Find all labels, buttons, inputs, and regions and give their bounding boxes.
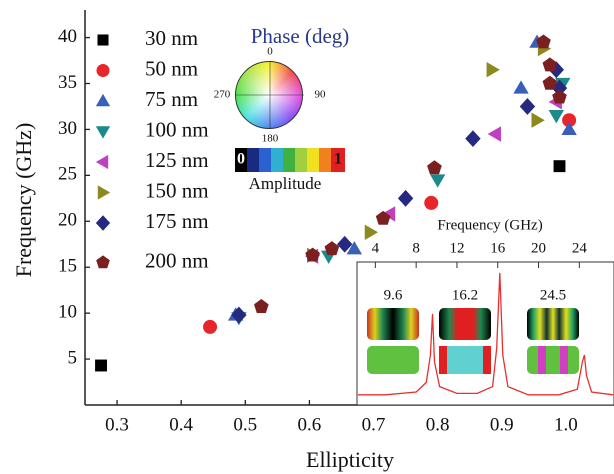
x-tick-label: 0.3 [105,414,129,435]
marker [551,79,568,97]
x-tick-label: 20 [531,240,546,256]
phase-label: 90 [315,89,327,101]
peak-label: 9.6 [384,287,403,303]
mode-image [483,346,491,374]
marker [513,80,529,94]
marker [364,224,379,241]
marker [536,34,551,49]
marker [305,247,320,262]
phase-label: 0 [267,46,273,58]
y-tick-label: 5 [68,347,78,368]
marker [519,98,536,115]
amplitude-label: 1 [334,151,342,168]
y-tick-label: 30 [58,118,77,139]
legend-label: 150 nm [145,178,209,202]
marker [553,160,566,173]
legend-marker [97,185,111,200]
marker [424,195,439,210]
y-tick-label: 10 [58,301,77,322]
x-tick-label: 12 [449,240,464,256]
legend-label: 200 nm [145,248,209,272]
legend-label: 100 nm [145,117,209,141]
legend-marker [96,64,110,77]
peak-label: 24.5 [540,287,566,303]
phase-label: 270 [214,89,231,101]
mode-image [527,308,579,340]
y-tick-label: 40 [58,26,77,47]
legend-label: 30 nm [145,26,198,50]
mode-image [538,346,546,374]
y-tick-label: 25 [58,164,77,185]
x-axis-title: Ellipticity [306,447,394,472]
legend-marker [95,215,111,231]
marker [336,235,353,253]
amplitude-title: Amplitude [249,174,322,193]
amplitude-label: 0 [237,151,245,168]
marker [231,306,247,324]
marker [203,319,218,334]
x-tick-label: 16 [490,240,506,256]
marker [542,75,558,90]
legend-label: 125 nm [145,148,209,172]
marker [429,174,446,188]
x-tick-label: 0.9 [490,414,514,435]
mode-image [439,346,491,374]
x-tick-label: 0.4 [169,414,193,435]
x-tick-label: 4 [372,240,380,256]
marker [346,241,363,255]
marker [324,241,340,256]
legend-marker [97,34,109,46]
y-tick-label: 20 [58,210,77,231]
marker [552,89,567,104]
spectrum-line [358,272,614,396]
marker [375,210,391,225]
mode-image [560,346,568,374]
legend-marker [95,126,111,139]
x-tick-label: 0.6 [298,414,322,435]
marker [397,189,414,207]
mode-image [439,346,447,374]
marker [486,62,500,78]
mode-image [367,308,419,340]
mode-image [367,346,419,374]
legend-marker [96,255,110,269]
amplitude-bar [235,148,345,172]
phase-title: Phase (deg) [251,24,350,48]
marker [531,112,545,128]
x-tick-label: 0.5 [233,414,257,435]
inset-x-title: Frequency (GHz) [437,217,542,233]
peak-label: 16.2 [452,287,478,303]
y-tick-label: 35 [58,72,77,93]
legend-label: 75 nm [145,87,198,111]
y-tick-label: 15 [58,256,77,277]
mode-image [439,308,491,340]
phase-label: 180 [262,133,279,145]
legend-marker [95,93,111,107]
inset-plot: 4 8 12 16 20 24 Frequency (GHz) 9.6 16.2 24.5 [356,217,614,406]
legend-label: 175 nm [145,209,209,233]
x-tick-label: 8 [412,240,420,256]
marker [542,57,558,72]
marker [548,110,564,124]
x-tick-label: 24 [572,240,588,256]
marker [465,130,481,148]
legend-marker [95,154,109,170]
marker [561,121,577,136]
marker [381,206,396,222]
y-axis-title: Frequency (GHz) [11,123,36,278]
legend-label: 50 nm [145,56,198,80]
marker [427,160,442,175]
mode-image [527,346,579,374]
marker [95,359,107,372]
marker [487,126,501,142]
marker [562,113,577,128]
x-tick-label: 1.0 [554,414,578,435]
x-tick-label: 0.7 [362,414,386,435]
x-tick-label: 0.8 [426,414,450,435]
marker [254,299,269,313]
